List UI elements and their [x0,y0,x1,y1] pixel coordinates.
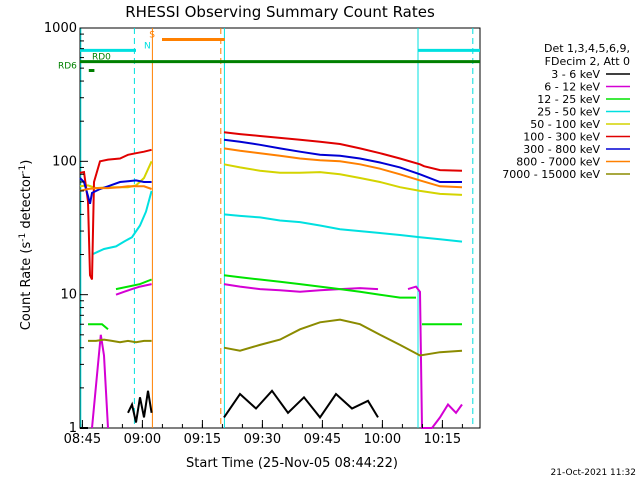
series-line-7000-15000-kev [88,338,152,344]
legend: Det 1,3,4,5,6,9,FDecim 2, Att 03 - 6 keV… [502,42,630,181]
x-tick-label: 09:15 [184,432,221,447]
x-axis-label: Start Time (25-Nov-05 08:44:22) [186,456,398,471]
legend-header: FDecim 2, Att 0 [545,55,630,68]
series-line-12-25-kev [223,274,416,299]
x-tick-label: 08:45 [64,432,101,447]
series-line-100-300-kev [223,131,463,172]
series-line-300-800-kev [79,177,152,205]
legend-header: Det 1,3,4,5,6,9, [544,42,630,55]
series-line-50-100-kev [223,163,463,196]
series-line-12-25-kev [88,323,109,331]
legend-entry-800-7000-kev: 800 - 7000 keV [516,156,600,169]
series-lines [79,131,463,429]
y-tick-label: 10 [60,288,77,303]
flag-label-s: S [149,30,155,40]
flag-label-n: N [144,41,151,51]
x-tick-label: 09:00 [124,432,161,447]
vertical-markers [80,28,474,428]
flag-label-rd0: RD0 [92,53,111,63]
flag-label-rd6: RD6 [58,62,77,72]
series-line-3-6-kev [127,390,153,423]
plot-frame [79,27,481,429]
series-line-300-800-kev [223,138,462,183]
x-tick-label: 10:15 [424,432,461,447]
flag-bars: NS RD0 RD6 [58,30,480,73]
legend-entry-25-50-kev: 25 - 50 keV [537,106,600,119]
series-line-6-12-kev [91,334,109,429]
series-line-3-6-kev [223,389,379,420]
legend-entry-50-100-kev: 50 - 100 keV [530,118,600,131]
y-tick-label: 1 [69,421,77,436]
legend-entry-6-12-kev: 6 - 12 keV [544,81,600,94]
legend-entry-12-25-kev: 12 - 25 keV [537,93,600,106]
series-line-800-7000-kev [79,185,152,192]
footer-timestamp: 21-Oct-2021 11:32 [551,468,636,478]
series-line-7000-15000-kev [223,318,463,357]
y-axis-label: Count Rate (s-1 detector-1) [18,160,34,331]
series-line-6-12-kev [223,283,379,293]
chart-title: RHESSI Observing Summary Count Rates [125,3,435,21]
legend-entry-100-300-kev: 100 - 300 keV [523,131,600,144]
series-line-25-50-kev [91,190,153,256]
x-tick-label: 10:00 [364,432,401,447]
y-tick-label: 100 [52,154,77,169]
legend-entry-7000-15000-kev: 7000 - 15000 keV [502,168,600,181]
legend-entry-3-6-kev: 3 - 6 keV [551,68,600,81]
series-line-12-25-kev [115,278,152,291]
series-line-25-50-kev [223,213,463,243]
plot-border [79,27,481,429]
series-line-100-300-kev [79,148,152,280]
series-line-6-12-kev [407,285,463,429]
axis-ticks: 08:45 09:00 09:15 09:30 09:45 10:00 10:15 1 10 10… [44,21,463,447]
x-tick-label: 09:30 [244,432,281,447]
series-line-800-7000-kev [223,147,463,189]
legend-entry-300-800-kev: 300 - 800 keV [523,143,600,156]
x-tick-label: 09:45 [304,432,341,447]
y-tick-label: 1000 [44,21,77,36]
series-line-6-12-kev [115,283,152,296]
